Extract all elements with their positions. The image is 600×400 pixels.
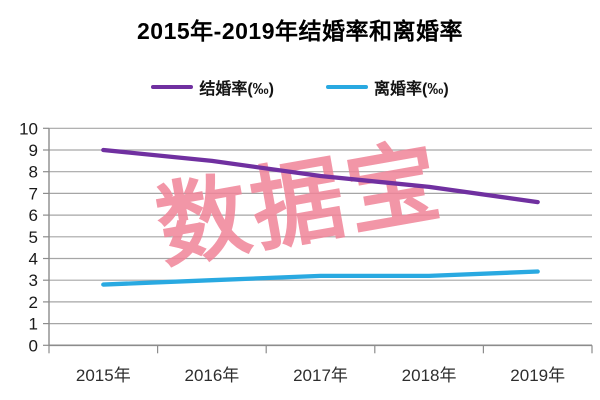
watermark-text: 数据宝: [149, 130, 450, 280]
legend-label: 离婚率(‰): [374, 81, 449, 98]
legend-label: 结婚率(‰): [199, 81, 274, 98]
legend-item-0: 结婚率(‰): [151, 75, 274, 99]
y-tick-label: 8: [29, 163, 38, 182]
x-tick-label: 2016年: [184, 366, 239, 385]
y-tick-label: 6: [29, 206, 38, 225]
x-tick-label: 2015年: [76, 366, 131, 385]
series-line-1: [101, 269, 540, 287]
x-tick-label: 2018年: [402, 366, 457, 385]
chart-legend: 结婚率(‰) 离婚率(‰): [0, 76, 600, 98]
y-tick-label: 1: [29, 315, 38, 334]
legend-item-1: 离婚率(‰): [326, 75, 449, 99]
y-tick-label: 10: [19, 119, 38, 138]
y-tick-label: 4: [29, 250, 38, 269]
y-tick-label: 5: [29, 228, 38, 247]
y-tick-label: 0: [29, 336, 38, 355]
legend-line-swatch: [151, 85, 194, 89]
y-tick-label: 3: [29, 271, 38, 290]
y-tick-label: 7: [29, 184, 38, 203]
x-tick-label: 2017年: [293, 366, 348, 385]
x-tick-label: 2019年: [510, 366, 565, 385]
y-tick-label: 9: [29, 141, 38, 160]
y-tick-label: 2: [29, 293, 38, 312]
chart-title: 2015年-2019年结婚率和离婚率: [137, 18, 463, 44]
series-line-0: [101, 147, 540, 205]
legend-line-swatch: [326, 85, 368, 89]
